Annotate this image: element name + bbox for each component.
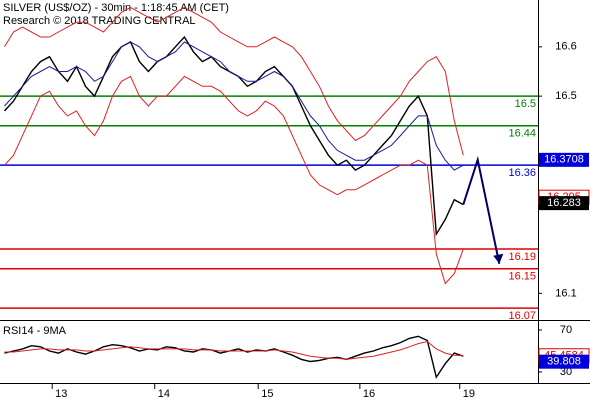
- x-tick-label: 19: [463, 388, 475, 400]
- series-line: [4, 6, 464, 156]
- x-tick-label: 16: [363, 388, 375, 400]
- projection-arrow: [462, 155, 501, 265]
- price-box-label: 16.283: [547, 197, 581, 209]
- x-tick-label: 14: [158, 388, 170, 400]
- y-tick-label: 30: [560, 366, 572, 378]
- price-box: [539, 196, 589, 211]
- level-label: 16.07: [508, 310, 536, 322]
- y-tick-label: 16.6: [555, 41, 576, 53]
- level-label: 16.5: [515, 98, 536, 110]
- level-label: 16.36: [508, 167, 536, 179]
- series-line: [4, 41, 464, 171]
- level-label: 16.15: [508, 271, 536, 283]
- series-line: [4, 75, 464, 285]
- chart-title: SILVER (US$/OZ) - 30min - 1:18:45 AM (CE…: [3, 2, 229, 14]
- price-box-label: 16.3708: [544, 154, 584, 166]
- level-label: 16.19: [508, 251, 536, 263]
- x-tick-label: 13: [55, 388, 67, 400]
- arrow-head: [493, 253, 504, 264]
- price-box: [539, 354, 589, 369]
- level-label: 16.44: [508, 128, 536, 140]
- price-box-label: 39.808: [547, 356, 581, 368]
- y-tick-label: 70: [560, 324, 572, 336]
- y-tick-label: 16.1: [555, 287, 576, 299]
- chart-subtitle: Research © 2018 TRADING CENTRAL: [3, 15, 196, 27]
- x-tick-label: 15: [261, 388, 273, 400]
- price-box: [539, 152, 589, 167]
- series-line: [4, 340, 464, 360]
- y-tick-label: 16.5: [555, 90, 576, 102]
- rsi-title: RSI14 - 9MA: [3, 325, 67, 337]
- series-line: [4, 335, 464, 379]
